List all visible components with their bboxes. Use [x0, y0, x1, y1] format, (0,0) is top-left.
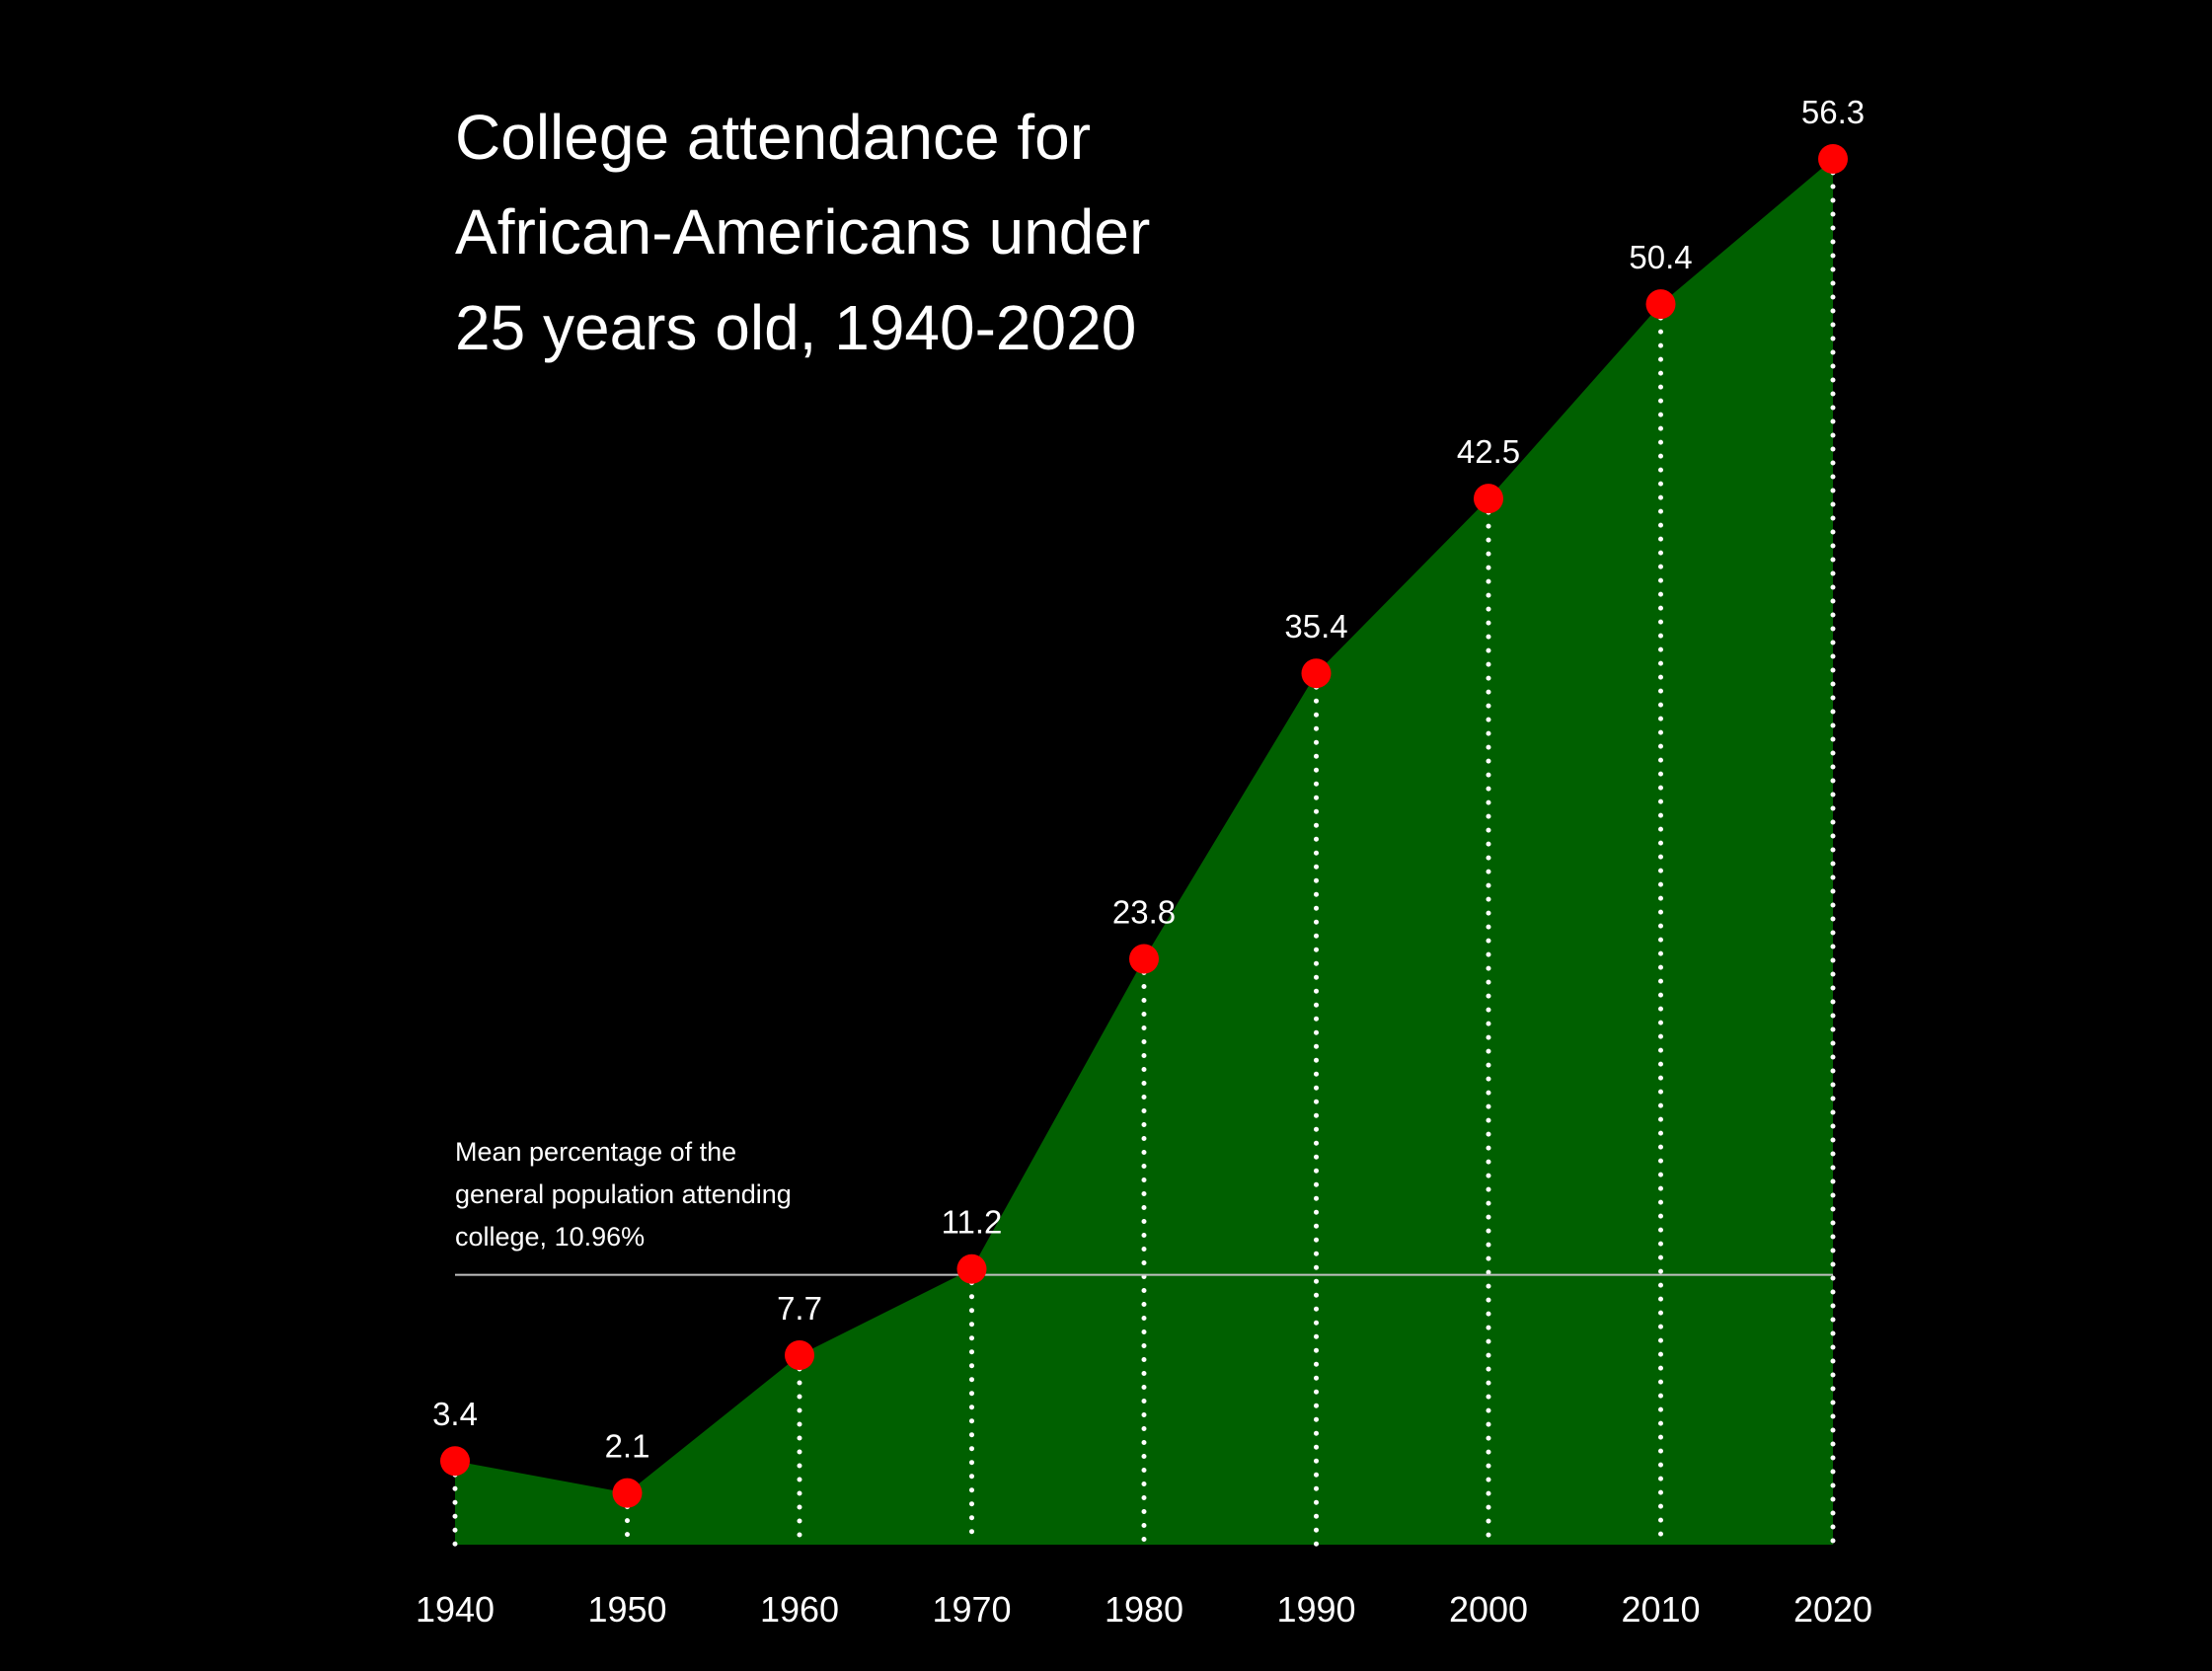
x-tick-2010: 2010: [1621, 1589, 1700, 1630]
annotation-line-2: general population attending: [455, 1179, 792, 1209]
value-label-1940: 3.4: [432, 1396, 478, 1432]
x-tick-1980: 1980: [1105, 1589, 1183, 1630]
annotation-line-1: Mean percentage of the: [455, 1137, 736, 1167]
title-line-3: 25 years old, 1940-2020: [455, 292, 1136, 363]
data-point-1950: [612, 1478, 643, 1508]
data-point-1980: [1129, 944, 1159, 974]
value-label-1960: 7.7: [777, 1290, 822, 1327]
title-line-1: College attendance for: [455, 102, 1091, 173]
data-point-2000: [1474, 484, 1503, 514]
data-point-1970: [956, 1253, 987, 1284]
value-label-1980: 23.8: [1112, 893, 1176, 930]
chart-title: College attendance for African-Americans…: [455, 102, 1150, 363]
data-point-2020: [1818, 144, 1848, 174]
x-tick-1970: 1970: [932, 1589, 1011, 1630]
dotted-drop-lines: [452, 156, 1836, 1548]
data-point-1960: [785, 1339, 814, 1370]
data-point-2010: [1645, 289, 1676, 320]
x-tick-1940: 1940: [416, 1589, 495, 1630]
x-tick-1960: 1960: [760, 1589, 839, 1630]
value-label-2010: 50.4: [1629, 239, 1692, 275]
x-tick-2020: 2020: [1793, 1589, 1872, 1630]
x-tick-1990: 1990: [1276, 1589, 1355, 1630]
annotation-line-3: college, 10.96%: [455, 1222, 645, 1252]
value-label-2000: 42.5: [1457, 433, 1520, 470]
data-point-1990: [1301, 658, 1332, 689]
value-labels: 3.4 2.1 7.7 11.2 23.8 35.4 42.5 50.4 56.3: [432, 94, 1865, 1465]
data-point-1940: [440, 1446, 470, 1477]
x-tick-2000: 2000: [1449, 1589, 1528, 1630]
value-label-1950: 2.1: [605, 1428, 650, 1465]
value-label-1990: 35.4: [1284, 608, 1347, 645]
value-label-2020: 56.3: [1801, 94, 1865, 130]
title-line-2: African-Americans under: [455, 196, 1150, 267]
x-tick-1950: 1950: [587, 1589, 666, 1630]
value-label-1970: 11.2: [942, 1204, 1003, 1241]
data-markers: [440, 144, 1848, 1508]
reference-annotation: Mean percentage of the general populatio…: [455, 1137, 792, 1252]
x-axis-tick-labels: 1940 1950 1960 1970 1980 1990 2000 2010 2020: [416, 1589, 1872, 1630]
